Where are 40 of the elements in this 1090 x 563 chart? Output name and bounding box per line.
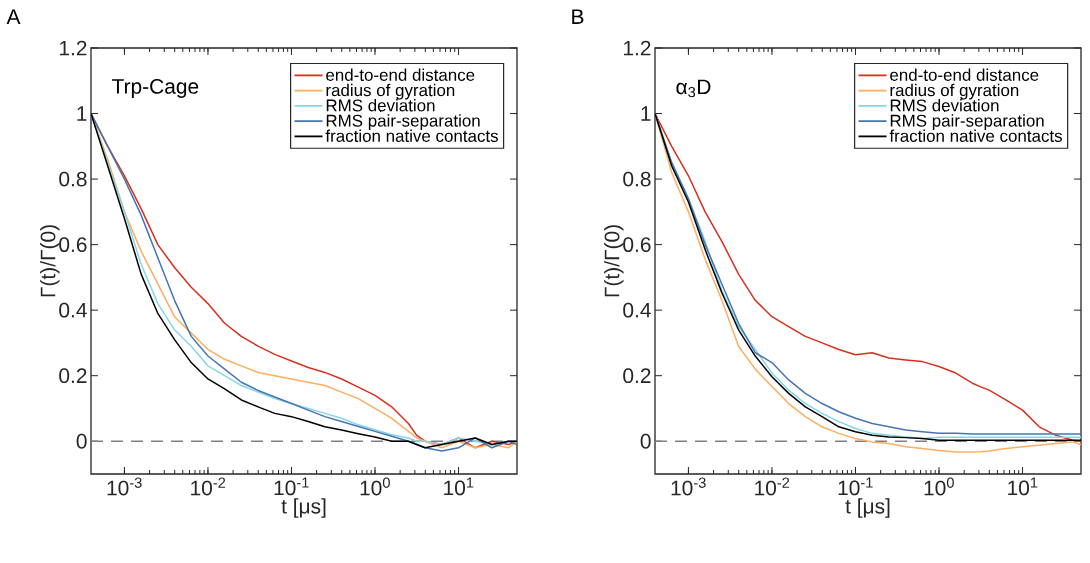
x-axis-title: t [μs] — [281, 498, 326, 518]
y-tick-label: 0.4 — [623, 302, 651, 318]
y-tick-label: 0.2 — [59, 368, 87, 384]
x-tick-label: 10$^{-3}$ — [107, 477, 142, 496]
y-tick-label: 1 — [77, 106, 87, 121]
annotation: Trp-Cage — [112, 78, 199, 98]
y-tick-label: 0.6 — [623, 237, 651, 253]
x-tick-label: 10$^{-1}$ — [838, 477, 873, 496]
x-tick-label: 10$^{-2}$ — [755, 477, 790, 496]
legend-label: radius of gyration — [890, 83, 1019, 100]
y-tick-label: 0.2 — [623, 368, 651, 384]
x-tick-label: 10$^{1}$ — [444, 477, 474, 496]
x-tick-label: 10$^{-1}$ — [274, 477, 309, 496]
y-tick-label: 0 — [640, 433, 651, 449]
x-axis-title: t [μs] — [845, 498, 890, 518]
text: B — [572, 9, 584, 24]
y-tick-label: 1.2 — [59, 40, 87, 56]
x-tick-label: 10$^{-3}$ — [671, 477, 706, 496]
y-tick-label: 0 — [76, 433, 87, 449]
legend-label: radius of gyration — [326, 83, 455, 100]
x-tick-label: 10$^{1}$ — [1008, 477, 1038, 496]
y-tick-label: 0.8 — [623, 171, 651, 187]
x-tick-label: 10$^{0}$ — [924, 477, 954, 496]
y-tick-label: 1 — [641, 106, 651, 121]
y-tick-label: 0.6 — [59, 237, 87, 253]
x-tick-label: 10$^{0}$ — [360, 477, 390, 496]
y-tick-label: 1.2 — [623, 40, 651, 56]
x-tick-label: 10$^{-2}$ — [191, 477, 226, 496]
legend-label: end-to-end distance — [326, 68, 475, 81]
y-tick-label: 0.4 — [59, 302, 87, 318]
text: A — [6, 9, 21, 24]
legend-label: fraction native contacts — [889, 129, 1062, 142]
legend-label: end-to-end distance — [890, 68, 1039, 81]
legend-label: fraction native contacts — [325, 129, 498, 142]
legend-label: RMS deviation — [890, 99, 999, 112]
y-axis-title: Γ(t)/Γ(0) — [604, 225, 624, 297]
annotation: α$_{3}$D — [676, 79, 711, 98]
y-axis-title: Γ(t)/Γ(0) — [40, 225, 60, 297]
legend-label: RMS deviation — [326, 99, 435, 112]
y-tick-label: 0.8 — [59, 171, 87, 187]
